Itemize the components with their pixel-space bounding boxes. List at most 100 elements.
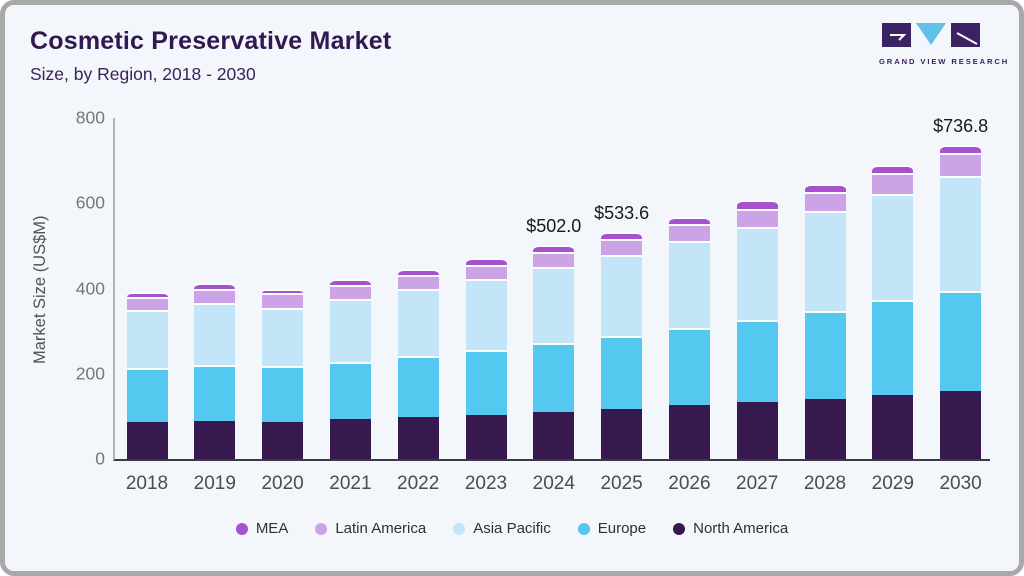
bar-segment-latin-america	[601, 239, 643, 256]
bar-segment-europe	[194, 364, 236, 421]
bar-segment-asia-pacific	[601, 255, 643, 337]
bar-segment-north-america	[397, 417, 439, 459]
bar-segment-europe	[736, 320, 778, 403]
bar-segment-latin-america	[804, 191, 846, 211]
data-label-2030: $736.8	[933, 115, 989, 136]
bar-segment-mea	[329, 279, 371, 286]
bar-segment-mea	[601, 231, 643, 240]
bar-segment-asia-pacific	[872, 193, 914, 301]
legend-swatch-asia-pacific	[453, 522, 466, 535]
x-tick-2020: 2020	[261, 473, 304, 494]
bar-segment-europe	[804, 310, 846, 399]
y-tick-0: 0	[95, 448, 105, 469]
bar-segment-asia-pacific	[194, 302, 236, 365]
bar-segment-north-america	[194, 420, 236, 459]
bar-segment-mea	[465, 258, 507, 265]
bar-2029	[872, 164, 914, 459]
bar-segment-north-america	[126, 421, 168, 459]
page-subtitle: Size, by Region, 2018 - 2030	[30, 64, 256, 84]
x-tick-2024: 2024	[532, 473, 575, 494]
legend-label-latin-america: Latin America	[335, 520, 427, 537]
bar-segment-europe	[940, 291, 982, 392]
bar-2030	[940, 144, 982, 459]
bar-segment-north-america	[533, 412, 575, 459]
bar-segment-europe	[872, 300, 914, 395]
bar-segment-north-america	[262, 421, 304, 459]
x-tick-2022: 2022	[397, 473, 440, 494]
x-tick-2027: 2027	[736, 473, 779, 494]
bar-segment-asia-pacific	[126, 310, 168, 369]
chart-legend: MEA Latin America Asia Pacific Europe North …	[5, 520, 1019, 537]
bar-segment-europe	[465, 349, 507, 415]
bar-segment-mea	[194, 283, 236, 290]
bar-2022	[397, 268, 439, 459]
bar-segment-europe	[126, 368, 168, 422]
x-tick-2029: 2029	[871, 473, 914, 494]
gvr-logo-icon	[882, 23, 980, 47]
bar-segment-asia-pacific	[804, 210, 846, 311]
bar-segment-mea	[126, 291, 168, 298]
x-tick-2019: 2019	[193, 473, 236, 494]
bar-segment-north-america	[601, 408, 643, 459]
bar-segment-mea	[940, 144, 982, 153]
bar-segment-latin-america	[736, 208, 778, 227]
bar-segment-north-america	[465, 414, 507, 459]
data-label-2025: $533.6	[594, 202, 650, 223]
bar-segment-asia-pacific	[397, 288, 439, 356]
bar-segment-mea	[397, 268, 439, 276]
legend-swatch-mea	[235, 522, 248, 535]
y-axis-title: Market Size (US$M)	[31, 215, 49, 364]
bar-segment-mea	[872, 164, 914, 174]
legend-item-mea: MEA	[235, 520, 289, 537]
y-tick-800: 800	[75, 107, 105, 128]
bar-segment-asia-pacific	[668, 241, 710, 329]
bar-segment-asia-pacific	[533, 267, 575, 344]
bar-segment-latin-america	[668, 224, 710, 242]
legend-label-europe: Europe	[597, 520, 647, 537]
bar-2024	[533, 245, 575, 459]
bar-segment-asia-pacific	[940, 175, 982, 292]
bar-2019	[194, 283, 236, 459]
y-tick-200: 200	[75, 363, 105, 384]
x-tick-2026: 2026	[668, 473, 711, 494]
bar-segment-europe	[397, 355, 439, 418]
bar-segment-latin-america	[262, 293, 304, 309]
gvr-logo-text: GRAND VIEW RESEARCH	[879, 57, 1010, 66]
legend-swatch-europe	[577, 522, 590, 535]
bar-segment-mea	[804, 184, 846, 192]
bar-segment-latin-america	[329, 285, 371, 300]
bar-segment-mea	[262, 288, 304, 294]
bar-segment-north-america	[736, 402, 778, 459]
bar-segment-latin-america	[126, 297, 168, 311]
bar-segment-mea	[668, 216, 710, 225]
bar-2028	[804, 184, 846, 459]
gvr-logo: GRAND VIEW RESEARCH	[879, 22, 1010, 66]
y-tick-600: 600	[75, 192, 105, 213]
bar-segment-asia-pacific	[262, 308, 304, 367]
bar-segment-north-america	[872, 394, 914, 459]
legend-item-europe: Europe	[577, 520, 647, 537]
bar-segment-europe	[533, 343, 575, 413]
x-tick-2023: 2023	[464, 473, 508, 494]
bar-2025	[601, 231, 643, 459]
bar-segment-latin-america	[872, 173, 914, 194]
bar-segment-latin-america	[194, 289, 236, 303]
x-tick-2030: 2030	[939, 473, 982, 494]
legend-label-mea: MEA	[255, 520, 289, 537]
x-tick-2018: 2018	[125, 473, 169, 494]
bar-segment-latin-america	[533, 252, 575, 268]
plot-area: 0 200 400 600 800 2018 2019 2020 2021 2022 2023 202…	[76, 108, 990, 494]
bar-segment-asia-pacific	[329, 299, 371, 362]
bar-2026	[668, 216, 710, 459]
bar-segment-asia-pacific	[465, 278, 507, 350]
data-label-2024: $502.0	[526, 216, 582, 237]
x-tick-2021: 2021	[329, 473, 372, 494]
bar-segment-asia-pacific	[736, 226, 778, 321]
legend-item-north-america: North America	[673, 520, 788, 537]
bar-2020	[262, 288, 304, 459]
bar-segment-latin-america	[940, 152, 982, 176]
page-title: Cosmetic Preservative Market	[30, 27, 392, 55]
legend-label-north-america: North America	[693, 520, 789, 537]
bar-segment-mea	[533, 245, 575, 253]
